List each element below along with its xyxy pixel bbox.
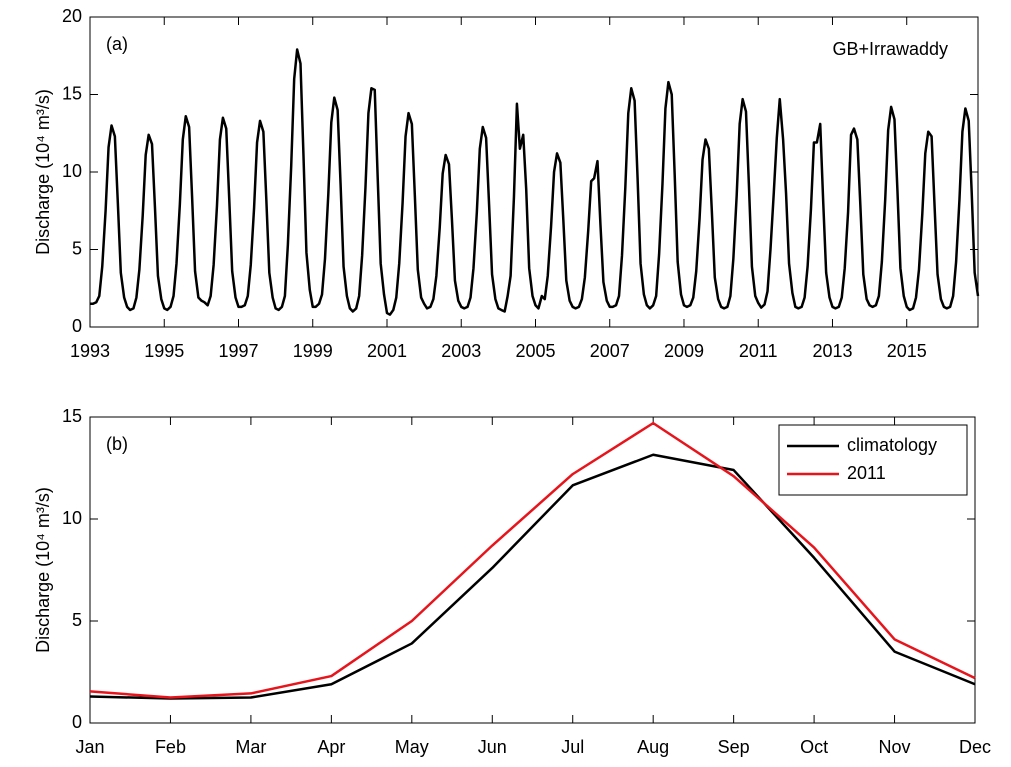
y-tick-label: 10 <box>62 161 82 181</box>
y-tick-label: 5 <box>72 238 82 258</box>
legend-box <box>778 424 968 496</box>
x-tick-label: Jul <box>561 737 584 757</box>
x-tick-label: Jun <box>478 737 507 757</box>
panel-label: (a) <box>106 34 128 54</box>
x-tick-label: 1993 <box>70 341 110 361</box>
x-tick-label: 2015 <box>887 341 927 361</box>
panel-label: (b) <box>106 434 128 454</box>
y-axis-label: Discharge (10⁴ m³/s) <box>33 487 53 653</box>
y-tick-label: 15 <box>62 83 82 103</box>
plot-frame <box>89 416 976 724</box>
y-tick-label: 5 <box>72 610 82 630</box>
data-line <box>89 421 976 699</box>
x-tick-label: Jan <box>75 737 104 757</box>
x-tick-label: 1997 <box>218 341 258 361</box>
y-tick-label: 0 <box>72 316 82 336</box>
x-tick-label: Nov <box>879 737 911 757</box>
x-tick-label: 2013 <box>812 341 852 361</box>
x-tick-label: May <box>395 737 429 757</box>
x-tick-label: 1999 <box>293 341 333 361</box>
x-tick-label: 2005 <box>515 341 555 361</box>
x-tick-label: 1995 <box>144 341 184 361</box>
x-tick-label: Apr <box>317 737 345 757</box>
x-tick-label: Dec <box>959 737 991 757</box>
y-tick-label: 15 <box>62 406 82 426</box>
y-tick-label: 20 <box>62 6 82 26</box>
y-tick-label: 0 <box>72 712 82 732</box>
data-line <box>89 453 976 700</box>
x-tick-label: Mar <box>235 737 266 757</box>
x-tick-label: 2011 <box>739 341 778 361</box>
x-tick-label: 2007 <box>590 341 630 361</box>
y-tick-label: 10 <box>62 508 82 528</box>
x-tick-label: Feb <box>155 737 186 757</box>
x-tick-label: 2001 <box>367 341 407 361</box>
data-line <box>90 48 980 316</box>
x-tick-label: Aug <box>637 737 669 757</box>
legend-label: climatology <box>847 435 937 455</box>
panel-title: GB+Irrawaddy <box>832 39 948 59</box>
y-axis-label: Discharge (10⁴ m³/s) <box>33 89 53 255</box>
x-tick-label: 2003 <box>441 341 481 361</box>
plot-frame <box>89 16 979 328</box>
legend-label: 2011 <box>847 463 886 483</box>
x-tick-label: Oct <box>800 737 828 757</box>
x-tick-label: 2009 <box>664 341 704 361</box>
x-tick-label: Sep <box>718 737 750 757</box>
